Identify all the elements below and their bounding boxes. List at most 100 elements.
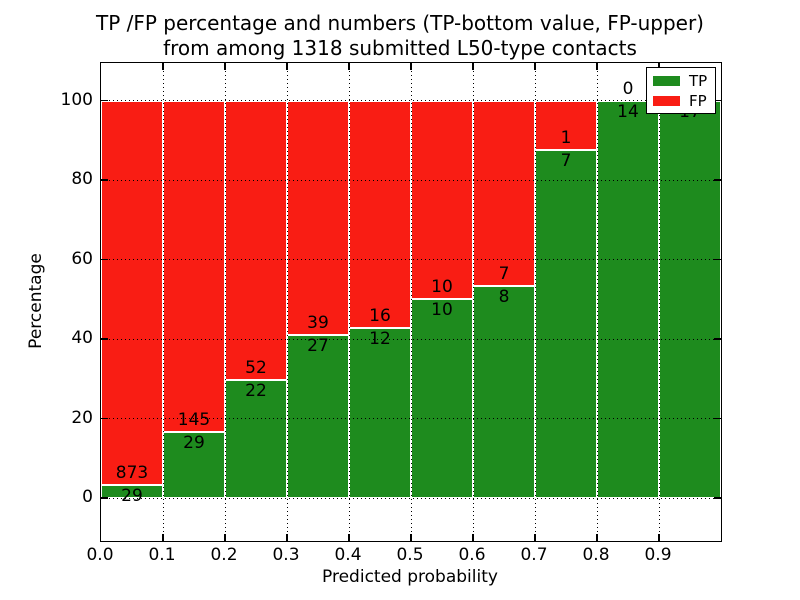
- x-tick-label-0.3: 0.3: [272, 545, 300, 565]
- y-tick-mark-right-100: [714, 99, 721, 102]
- x-tick-mark-bottom-1: [162, 534, 164, 541]
- chart-title-line2: from among 1318 submitted L50-type conta…: [163, 36, 637, 60]
- bar-label-tp-6: 8: [498, 287, 510, 307]
- legend-label-fp: FP: [689, 91, 707, 110]
- gridline-x-4: [348, 63, 350, 541]
- bar-segment-fp-7: [535, 100, 597, 151]
- tp-swatch-icon: [653, 75, 680, 86]
- bar-label-fp-8: 0: [622, 78, 634, 99]
- bar-label-fp-2: 52: [245, 357, 267, 378]
- x-tick-mark-top-2: [224, 63, 226, 70]
- chart-title-line1: TP /FP percentage and numbers (TP-bottom…: [96, 11, 704, 35]
- bar-label-tp-2: 22: [245, 380, 267, 401]
- gridline-x-9: [658, 63, 660, 541]
- bar-label-fp-4: 16: [369, 305, 391, 326]
- bar-segment-fp-4: [349, 100, 411, 328]
- bar-segment-fp-1: [163, 100, 225, 432]
- x-tick-label-0.0: 0.0: [86, 545, 114, 565]
- bar-segment-fp-3: [287, 100, 349, 336]
- gridline-x-1: [162, 63, 164, 541]
- x-axis-label: Predicted probability: [322, 567, 498, 587]
- x-tick-label-0.5: 0.5: [396, 545, 424, 565]
- bar-segment-tp-6: [473, 286, 535, 498]
- x-tick-label-0.2: 0.2: [210, 545, 238, 565]
- bar-label-fp-7: 1: [560, 128, 572, 149]
- bar-segment-tp-8: [597, 100, 659, 498]
- bar-segment-fp-2: [225, 100, 287, 380]
- x-tick-mark-top-6: [472, 63, 474, 70]
- bar-segment-tp-1: [163, 431, 225, 498]
- x-tick-label-0.8: 0.8: [582, 545, 610, 565]
- x-tick-mark-top-5: [410, 63, 412, 70]
- x-tick-mark-bottom-8: [596, 534, 598, 541]
- bar-segment-fp-5: [411, 100, 473, 300]
- x-tick-mark-top-8: [596, 63, 598, 70]
- bar-segment-fp-6: [473, 100, 535, 286]
- bar-segment-tp-3: [287, 335, 349, 498]
- bar-segment-tp-2: [225, 379, 287, 498]
- bar-segment-fp-0: [101, 100, 163, 486]
- bar-label-tp-0: 29: [121, 486, 143, 507]
- x-tick-label-0.6: 0.6: [458, 545, 486, 565]
- x-tick-mark-top-3: [286, 63, 288, 70]
- gridline-x-8: [596, 63, 598, 541]
- x-tick-label-0.7: 0.7: [520, 545, 548, 565]
- fp-swatch-icon: [653, 95, 680, 106]
- x-tick-mark-bottom-9: [658, 534, 660, 541]
- bar-label-fp-6: 7: [498, 264, 510, 284]
- bar-label-tp-3: 27: [307, 336, 329, 357]
- x-tick-mark-top-7: [534, 63, 536, 70]
- bar-label-tp-1: 29: [183, 432, 205, 453]
- x-tick-label-0.4: 0.4: [334, 545, 362, 565]
- y-tick-mark-right-80: [714, 179, 721, 181]
- y-tick-label-40: 40: [71, 328, 93, 348]
- y-tick-mark-right-60: [714, 258, 721, 261]
- y-tick-mark-left-0: [101, 497, 108, 499]
- bar-segment-tp-5: [411, 299, 473, 498]
- bar-label-tp-5: 10: [431, 300, 453, 321]
- y-tick-label-80: 80: [71, 169, 93, 189]
- x-tick-mark-bottom-4: [348, 534, 350, 541]
- gridline-x-7: [534, 63, 536, 541]
- gridline-x-5: [410, 63, 412, 541]
- y-tick-mark-right-20: [714, 417, 721, 420]
- gridline-x-2: [224, 63, 226, 541]
- y-tick-mark-left-80: [101, 179, 108, 181]
- y-tick-label-20: 20: [71, 407, 93, 428]
- x-tick-mark-top-9: [658, 63, 660, 70]
- bar-segment-tp-4: [349, 327, 411, 498]
- gridline-x-3: [286, 63, 288, 541]
- x-tick-label-0.9: 0.9: [644, 545, 672, 565]
- x-tick-mark-bottom-6: [472, 534, 474, 541]
- gridline-x-6: [472, 63, 474, 541]
- y-tick-label-100: 100: [60, 89, 93, 110]
- bar-segment-tp-9: [659, 100, 721, 498]
- y-tick-label-0: 0: [82, 487, 93, 507]
- chart-title: TP /FP percentage and numbers (TP-bottom…: [90, 11, 710, 61]
- x-tick-mark-bottom-2: [224, 534, 226, 541]
- bar-label-fp-1: 145: [177, 409, 211, 430]
- bar-label-tp-7: 7: [560, 151, 572, 172]
- x-tick-mark-bottom-7: [534, 534, 536, 541]
- legend-item-tp: TP: [647, 73, 715, 89]
- y-tick-mark-left-100: [101, 99, 108, 102]
- y-tick-mark-left-20: [101, 417, 108, 420]
- legend-item-fp: FP: [647, 93, 715, 109]
- bar-label-fp-3: 39: [307, 313, 329, 334]
- legend: TP FP: [646, 67, 716, 114]
- x-tick-mark-top-1: [162, 63, 164, 70]
- x-tick-mark-bottom-5: [410, 534, 412, 541]
- y-tick-mark-left-60: [101, 258, 108, 261]
- y-tick-mark-right-40: [714, 338, 721, 340]
- legend-label-tp: TP: [689, 71, 708, 90]
- x-tick-mark-bottom-3: [286, 534, 288, 541]
- x-tick-mark-top-4: [348, 63, 350, 70]
- bar-label-tp-8: 14: [617, 101, 639, 122]
- y-tick-mark-left-40: [101, 338, 108, 340]
- bar-label-fp-0: 873: [115, 463, 149, 484]
- x-tick-label-0.1: 0.1: [148, 545, 176, 565]
- bar-label-fp-5: 10: [431, 277, 453, 298]
- y-tick-mark-right-0: [714, 497, 721, 499]
- bar-label-tp-4: 12: [369, 328, 391, 349]
